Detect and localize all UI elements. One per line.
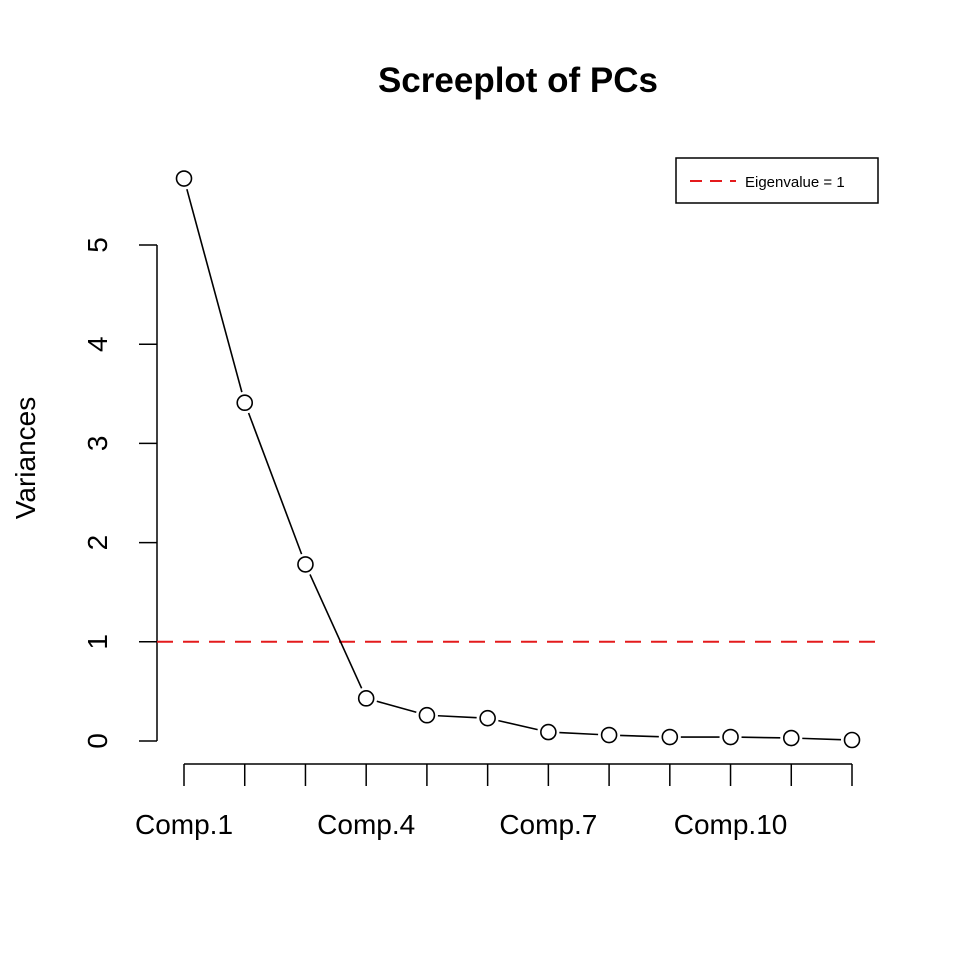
- series-line-segment: [498, 719, 538, 731]
- x-tick-label: Comp.4: [317, 809, 415, 840]
- x-tick-label: Comp.7: [499, 809, 597, 840]
- y-tick-label: 5: [82, 237, 113, 253]
- series-line-segment: [376, 700, 417, 714]
- series-line-segment: [437, 714, 477, 719]
- x-tick-label: Comp.10: [674, 809, 788, 840]
- series-line-segment: [559, 731, 599, 736]
- legend-box: [675, 157, 879, 204]
- legend: Eigenvalue = 1: [675, 157, 879, 204]
- data-point: [540, 723, 557, 741]
- data-point: [843, 731, 861, 749]
- y-axis-label: Variances: [10, 397, 41, 519]
- legend-entry-eigenvalue: Eigenvalue = 1: [745, 174, 845, 191]
- series-line-segment: [802, 737, 842, 741]
- data-point: [479, 709, 496, 727]
- data-point: [236, 394, 254, 412]
- series-line-segment: [741, 736, 781, 739]
- series-line-segment: [247, 412, 303, 555]
- x-tick-label: Comp.1: [135, 809, 233, 840]
- y-axis: 0 1 2 3 4 5: [82, 237, 158, 749]
- y-tick-label: 1: [82, 634, 113, 650]
- y-tick-label: 0: [82, 733, 113, 749]
- data-point: [418, 706, 436, 724]
- data-point: [175, 170, 193, 187]
- series-line-segment: [620, 734, 659, 738]
- x-axis: Comp.1 Comp.4 Comp.7 Comp.10: [135, 763, 853, 840]
- data-point: [661, 728, 679, 746]
- series-line-segment: [186, 188, 243, 393]
- data-point: [357, 690, 375, 707]
- data-point: [297, 556, 314, 573]
- data-point: [722, 728, 739, 746]
- y-tick-label: 2: [82, 535, 113, 551]
- data-point: [782, 729, 800, 747]
- y-tick-label: 3: [82, 436, 113, 452]
- data-point: [600, 726, 618, 744]
- y-tick-label: 4: [82, 336, 113, 352]
- chart-title: Screeplot of PCs: [378, 61, 658, 100]
- series-group: [175, 170, 861, 749]
- series-line-segment: [309, 574, 363, 689]
